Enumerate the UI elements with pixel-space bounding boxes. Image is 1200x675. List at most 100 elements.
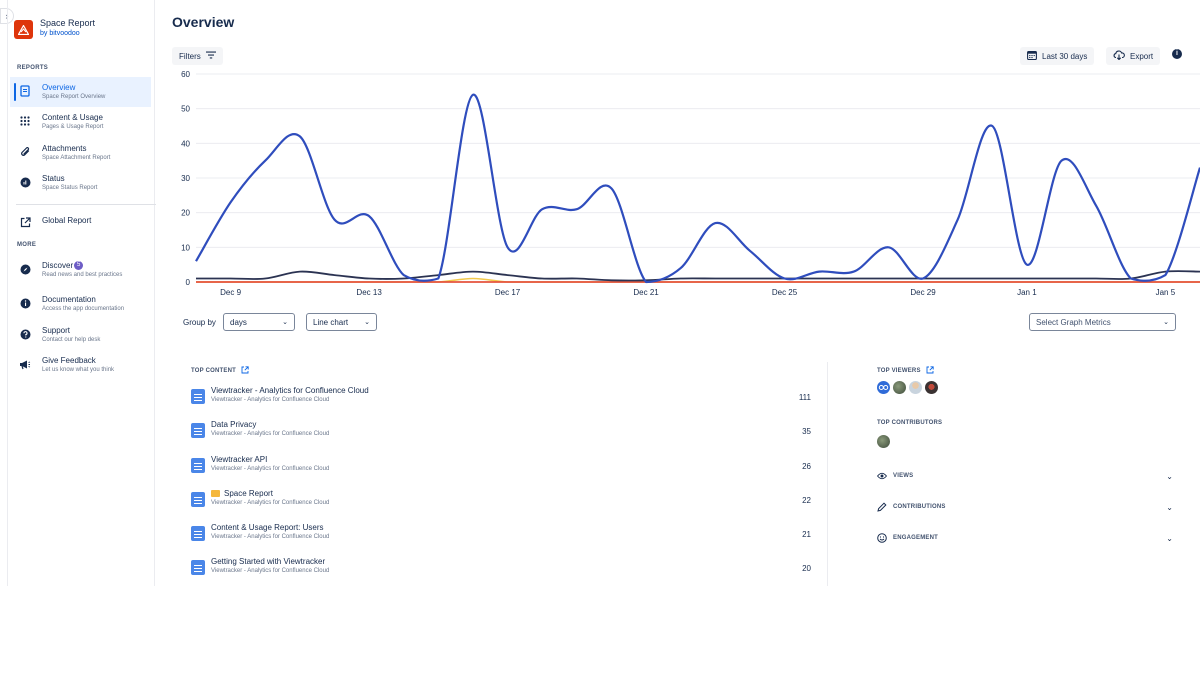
avatar[interactable] xyxy=(925,381,938,394)
sidebar-item-attachments[interactable]: Attachments Space Attachment Report xyxy=(10,144,151,163)
avatar[interactable] xyxy=(909,381,922,394)
views-label: VIEWS xyxy=(893,473,914,479)
chart-type-select[interactable]: Line chart ⌄ xyxy=(306,313,377,331)
external-link-icon[interactable] xyxy=(926,366,934,376)
sidebar-item-label: Support xyxy=(42,326,71,335)
sidebar-item-give-feedback[interactable]: Give Feedback Let us know what you think xyxy=(10,356,151,375)
page-icon xyxy=(191,389,205,404)
group-by-select[interactable]: days ⌄ xyxy=(223,313,295,331)
list-item[interactable]: Viewtracker API Viewtracker - Analytics f… xyxy=(191,455,811,479)
list-item[interactable]: Data Privacy Viewtracker - Analytics for … xyxy=(191,420,811,444)
series-line-1[interactable] xyxy=(195,270,1200,282)
app-vendor-link[interactable]: by bitvoodoo xyxy=(40,30,80,37)
sidebar-item-label: Discover xyxy=(42,261,74,270)
sidebar-item-sub: Space Status Report xyxy=(42,185,98,191)
content-view-count: 111 xyxy=(798,393,811,402)
list-item[interactable]: Getting Started with Viewtracker Viewtrac… xyxy=(191,557,811,581)
date-range-button[interactable]: Last 30 days xyxy=(1020,47,1095,65)
sidebar-item-global-report[interactable]: Global Report xyxy=(10,214,151,229)
sidebar-item-sub: Space Report Overview xyxy=(42,94,106,100)
panel-divider xyxy=(827,362,828,586)
content-space: Viewtracker - Analytics for Confluence C… xyxy=(211,397,330,403)
content-title: Viewtracker - Analytics for Confluence C… xyxy=(211,386,369,395)
engagement-accordion[interactable]: ENGAGEMENT ⌄ xyxy=(877,531,1173,545)
export-button[interactable]: Export xyxy=(1106,47,1161,65)
calendar-icon xyxy=(1027,50,1037,62)
contributions-label: CONTRIBUTIONS xyxy=(893,504,946,510)
avatar[interactable] xyxy=(893,381,906,394)
top-content-title: TOP CONTENT xyxy=(191,368,236,374)
x-tick-label: Dec 9 xyxy=(220,288,241,297)
content-title-link[interactable]: Getting Started with Viewtracker xyxy=(211,557,325,566)
page-icon xyxy=(191,458,205,473)
sidebar-item-overview[interactable]: Overview Space Report Overview xyxy=(10,77,151,107)
list-item[interactable]: Space Report Viewtracker - Analytics for … xyxy=(191,489,811,513)
series-line-0[interactable] xyxy=(195,93,1200,284)
graph-metrics-select[interactable]: Select Graph Metrics ⌄ xyxy=(1029,313,1176,331)
contributions-accordion[interactable]: CONTRIBUTIONS ⌄ xyxy=(877,500,1173,514)
sidebar-item-sub: Space Attachment Report xyxy=(42,155,111,161)
sidebar-item-discover[interactable]: Discover 5 Read news and best practices xyxy=(10,261,151,280)
info-icon[interactable]: i xyxy=(1172,49,1182,59)
page-icon xyxy=(191,423,205,438)
filters-button[interactable]: Filters xyxy=(172,47,223,65)
content-title-link[interactable]: Data Privacy xyxy=(211,420,256,429)
chevron-down-icon: ⌄ xyxy=(1166,533,1173,543)
status-icon xyxy=(18,175,32,189)
y-tick-label: 50 xyxy=(181,105,190,114)
x-tick-label: Dec 29 xyxy=(910,288,936,297)
content-title-link[interactable]: Space Report xyxy=(211,489,273,498)
paperclip-icon xyxy=(18,145,32,159)
y-tick-label: 60 xyxy=(181,70,190,79)
content-view-count: 22 xyxy=(802,496,811,505)
list-item[interactable]: Content & Usage Report: Users Viewtracker… xyxy=(191,523,811,547)
content-title: Data Privacy xyxy=(211,420,257,429)
app-name: Space Report xyxy=(40,18,96,28)
sidebar-item-label: Give Feedback xyxy=(42,356,96,365)
sidebar-item-label: Documentation xyxy=(42,295,96,304)
content-title: Viewtracker API xyxy=(211,455,268,464)
avatar[interactable] xyxy=(877,435,890,448)
content-title-link[interactable]: Content & Usage Report: Users xyxy=(211,523,324,532)
content-title: Content & Usage Report: Users xyxy=(211,523,324,532)
megaphone-icon xyxy=(18,357,32,371)
cloud-download-icon xyxy=(1113,50,1125,62)
page-icon xyxy=(191,526,205,541)
sidebar-item-label: Overview xyxy=(42,83,76,92)
content-title: Getting Started with Viewtracker xyxy=(211,557,326,566)
sidebar-item-sub: Pages & Usage Report xyxy=(42,124,104,130)
y-tick-label: 20 xyxy=(181,209,190,218)
external-link-icon[interactable] xyxy=(241,366,249,376)
graph-metrics-placeholder: Select Graph Metrics xyxy=(1036,317,1111,327)
chevron-down-icon: ⌄ xyxy=(1166,502,1173,512)
sidebar-item-content-usage[interactable]: Content & Usage Pages & Usage Report xyxy=(10,113,151,132)
sidebar-item-documentation[interactable]: Documentation Access the app documentati… xyxy=(10,295,151,314)
x-tick-label: Dec 13 xyxy=(356,288,382,297)
content-view-count: 35 xyxy=(802,427,811,436)
views-accordion[interactable]: VIEWS ⌄ xyxy=(877,469,1173,483)
sidebar-item-sub: Read news and best practices xyxy=(42,272,123,278)
content-view-count: 20 xyxy=(802,564,811,573)
sidebar-item-support[interactable]: Support Contact our help desk xyxy=(10,326,151,345)
list-item[interactable]: Viewtracker - Analytics for Confluence C… xyxy=(191,386,811,410)
app-border xyxy=(7,0,8,586)
content-view-count: 26 xyxy=(802,462,811,471)
avatar[interactable] xyxy=(877,381,890,394)
content-space: Viewtracker - Analytics for Confluence C… xyxy=(211,534,330,540)
smiley-icon xyxy=(877,533,887,543)
compass-icon xyxy=(18,262,32,276)
x-tick-label: Dec 17 xyxy=(495,288,521,297)
views-line-chart: 0 10 20 30 40 50 60 Dec 9 Dec 13 Dec 17 Dec 21 Dec … xyxy=(181,70,1200,297)
date-range-label: Last 30 days xyxy=(1042,51,1088,61)
filter-icon xyxy=(205,51,216,61)
pencil-icon xyxy=(877,502,887,512)
notification-badge: 5 xyxy=(74,261,84,270)
top-contributors-heading: TOP CONTRIBUTORS xyxy=(877,420,942,426)
sidebar-item-status[interactable]: Status Space Status Report xyxy=(10,174,151,193)
content-title-link[interactable]: Viewtracker - Analytics for Confluence C… xyxy=(211,386,369,395)
top-content-heading: TOP CONTENT xyxy=(191,366,249,376)
content-title-link[interactable]: Viewtracker API xyxy=(211,455,267,464)
more-heading: MORE xyxy=(17,242,37,248)
page-icon xyxy=(191,492,205,507)
engagement-label: ENGAGEMENT xyxy=(893,535,939,541)
